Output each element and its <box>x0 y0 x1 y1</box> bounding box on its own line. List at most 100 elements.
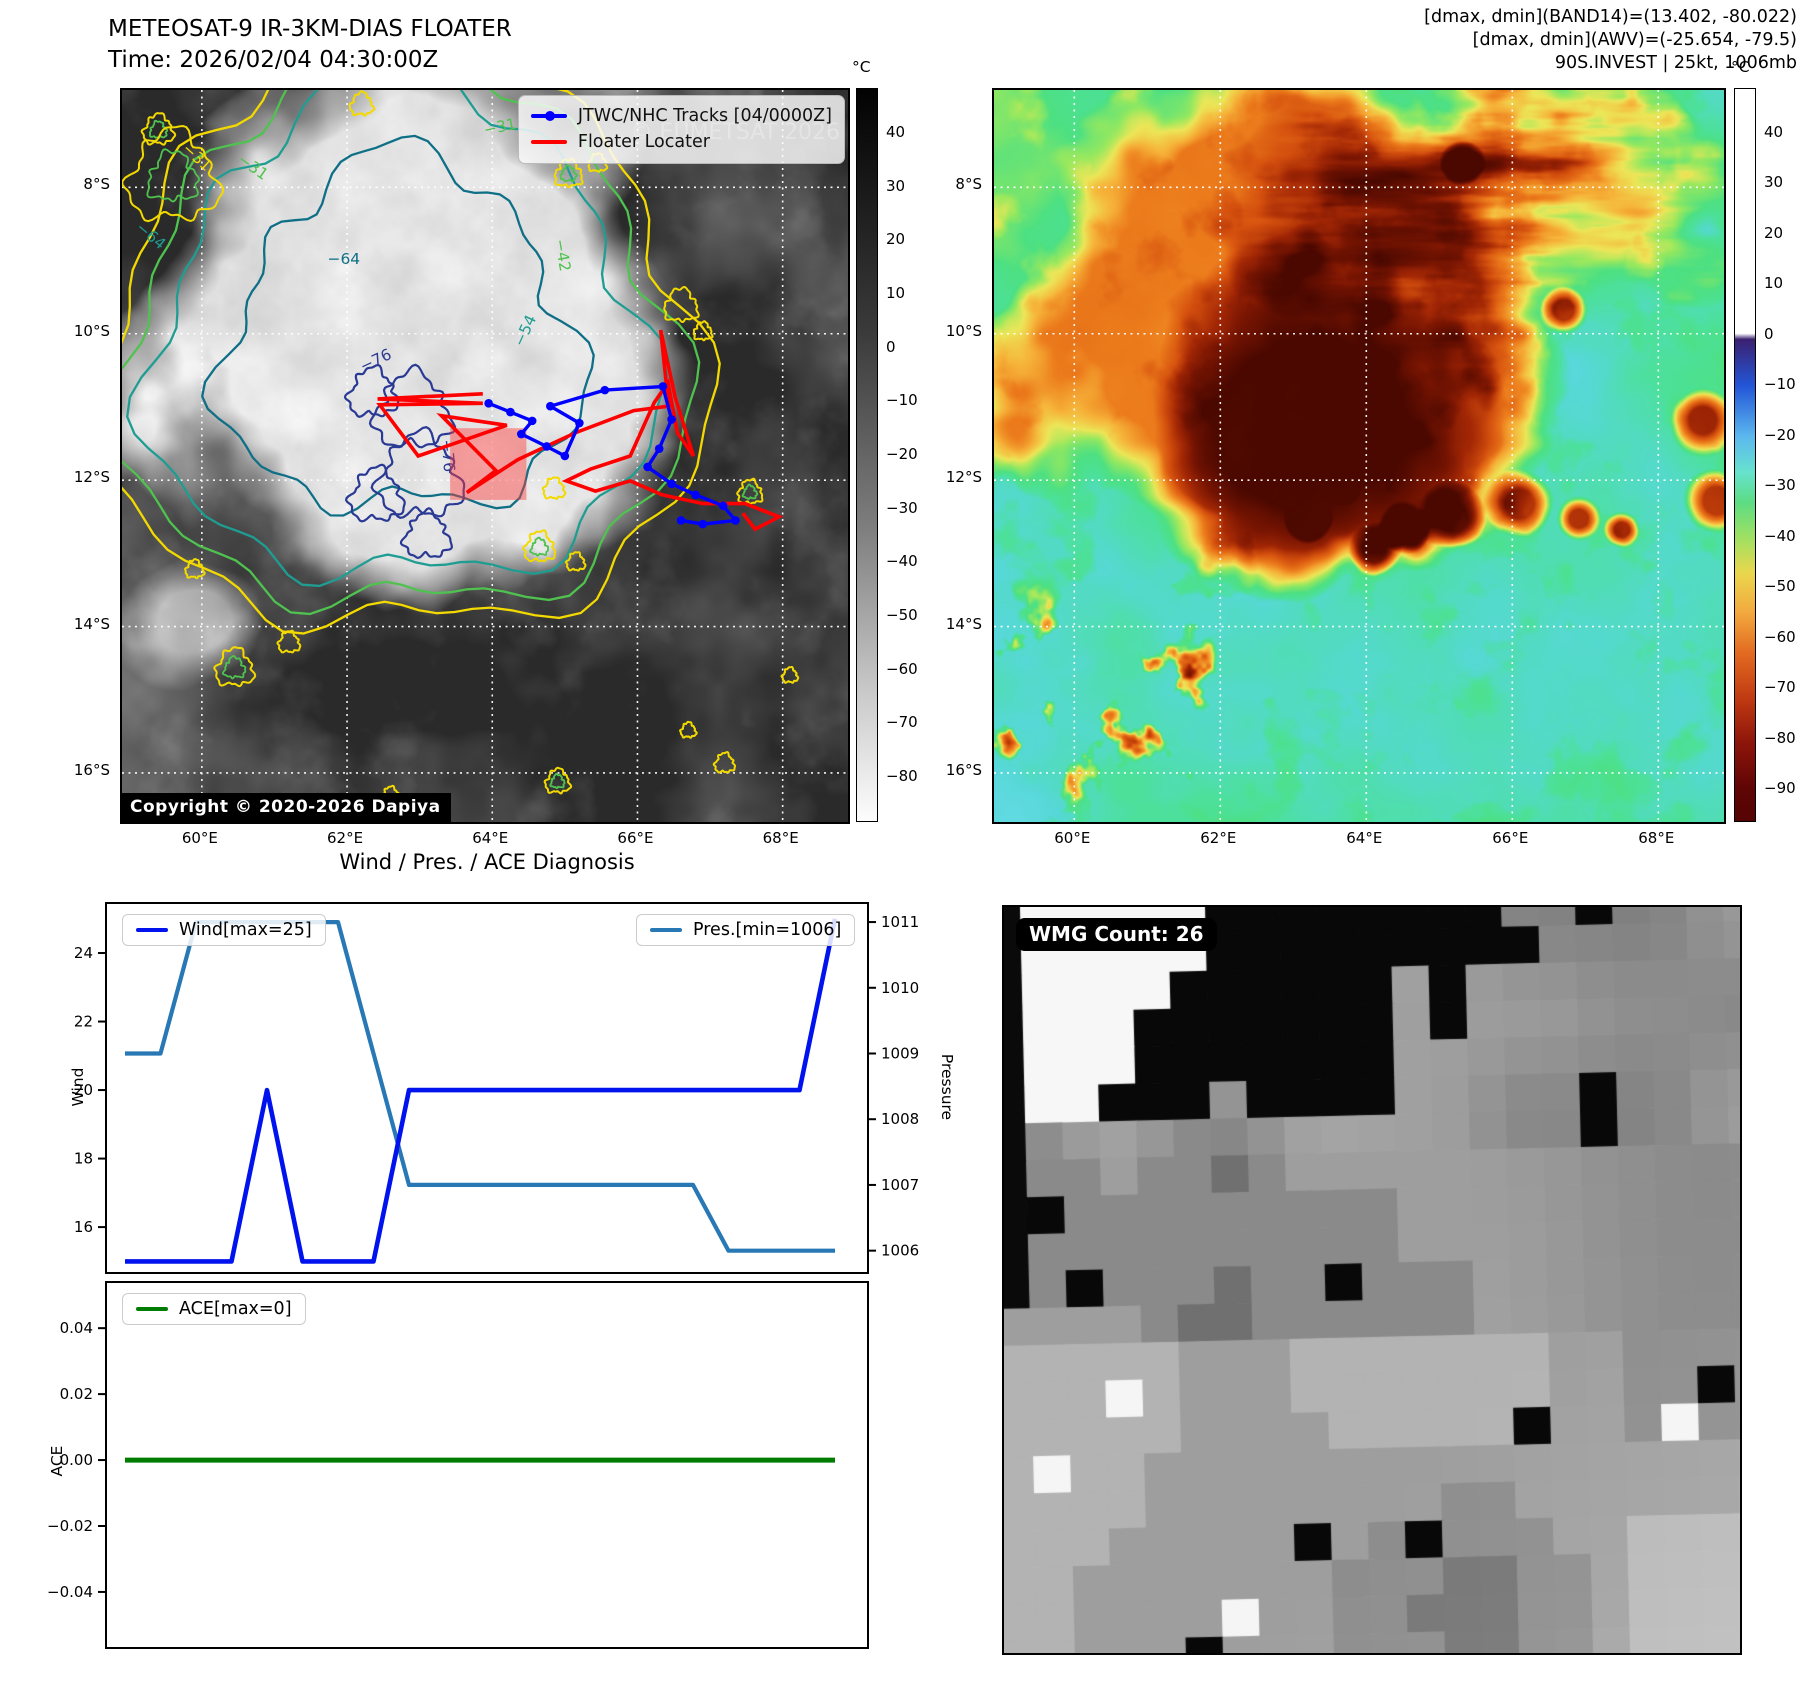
wind-legend: Wind[max=25] <box>122 914 326 946</box>
floater-locater-swatch <box>530 140 567 144</box>
colorbar-tick-label: 40 <box>886 123 906 141</box>
chart-plot-area <box>105 1281 869 1649</box>
ace-tick-label: −0.02 <box>47 1517 93 1535</box>
colorbar-tick-label: 10 <box>1764 274 1784 293</box>
colorbar-tick-label: −40 <box>1764 526 1796 545</box>
legend-row-floater: Floater Locater <box>530 129 832 155</box>
pressure-axis-label: Pressure <box>938 1053 956 1121</box>
colorbar-tick-label: −10 <box>1764 375 1796 394</box>
cold-spot-ring <box>184 558 206 580</box>
wind-tick-label: 20 <box>74 1081 93 1099</box>
cold-spot-ring <box>712 751 737 774</box>
colorbar-tick-label: −50 <box>1764 577 1796 596</box>
colorbar-tick-label: 30 <box>886 176 906 195</box>
cold-spot-ring <box>736 477 764 505</box>
colorbar-unit-right: °C <box>1731 58 1750 76</box>
pressure-swatch <box>650 927 682 933</box>
ace-tick-label: 0.02 <box>60 1385 93 1403</box>
colorbar-tick-label: −60 <box>1764 627 1796 646</box>
cold-spot-ring-inner <box>148 119 169 139</box>
cold-spot-ring <box>140 112 177 146</box>
jtwc-track-point <box>698 519 708 529</box>
y-tick-label: 16°S <box>73 760 110 779</box>
x-tick-label: 68°E <box>1638 829 1675 847</box>
colorbar-tick-label: 0 <box>1764 324 1774 343</box>
jtwc-track-point <box>506 407 515 417</box>
jtwc-track-point <box>643 462 652 472</box>
page-title: METEOSAT-9 IR-3KM-DIAS FLOATER <box>108 16 512 42</box>
contour-label: −31 <box>234 150 271 184</box>
cold-spot-ring <box>276 629 302 654</box>
wmg-panel: WMG Count: 26 <box>1002 905 1742 1655</box>
x-tick-label: 62°E <box>1200 829 1237 847</box>
colorbar-tick-label: −70 <box>886 713 918 732</box>
contour-line <box>122 90 721 635</box>
y-tick-label: 12°S <box>945 468 982 487</box>
cold-spot-ring <box>780 665 800 684</box>
x-tick-label: 60°E <box>1054 829 1091 847</box>
color-colorbar <box>1734 88 1756 822</box>
contour-line-navy <box>370 426 466 519</box>
wind-legend-label: Wind[max=25] <box>179 920 312 940</box>
awv-satellite-image <box>994 90 1724 822</box>
band14-stats: [dmax, dmin](BAND14)=(13.402, -80.022) <box>1424 7 1797 27</box>
wind-axis-label: Wind <box>69 1067 87 1107</box>
colorbar-tick-label: 20 <box>1764 223 1784 242</box>
y-tick-label: 10°S <box>73 321 110 340</box>
colorbar-tick-label: 10 <box>886 284 906 302</box>
contour-line-navy <box>343 363 400 418</box>
ace-legend-label: ACE[max=0] <box>179 1299 292 1319</box>
ace-tick-label: 0.00 <box>60 1451 93 1469</box>
cold-spot-ring <box>348 90 376 117</box>
cold-spot-ring-inner <box>529 536 550 557</box>
jtwc-track-swatch <box>530 111 567 121</box>
cold-spot-ring <box>543 766 573 795</box>
y-tick-label: 8°S <box>955 175 982 194</box>
awv-satellite-map <box>992 88 1726 824</box>
jtwc-track-point <box>560 451 570 461</box>
awv-stats: [dmax, dmin](AWV)=(-25.654, -79.5) <box>1472 30 1797 50</box>
awv-map-overlay <box>994 90 1724 822</box>
header-right: [dmax, dmin](BAND14)=(13.402, -80.022) [… <box>1424 6 1797 75</box>
cold-spot-ring <box>564 551 587 572</box>
y-tick-label: 14°S <box>945 614 982 633</box>
colorbar-tick-label: −70 <box>1764 678 1796 697</box>
jtwc-track-point <box>517 429 526 439</box>
colorbar-tick-label: 30 <box>1764 173 1784 192</box>
wind-line <box>125 918 838 1264</box>
ir-map-overlay: −31−31 −31−42−64−64−76−54−76 <box>122 90 848 822</box>
y-tick-label: 12°S <box>73 468 110 487</box>
contour-label: −54 <box>510 312 540 349</box>
jtwc-track-point <box>600 385 610 395</box>
chart-title: Wind / Pres. / ACE Diagnosis <box>339 850 635 874</box>
ir-satellite-image <box>122 90 848 822</box>
floater-locater-label: Floater Locater <box>577 132 710 152</box>
jtwc-track-label: JTWC/NHC Tracks [04/0000Z] <box>577 106 832 126</box>
contour-line-navy <box>368 363 457 449</box>
cold-spot-ring <box>679 720 698 739</box>
wind-tick-label: 24 <box>74 944 93 962</box>
pressure-tick-label: 1008 <box>881 1110 919 1128</box>
x-tick-label: 64°E <box>1346 829 1383 847</box>
jtwc-track-point <box>484 398 493 408</box>
pressure-tick-label: 1010 <box>881 979 919 997</box>
y-tick-label: 14°S <box>73 614 110 633</box>
pressure-legend: Pres.[min=1006] <box>636 914 856 946</box>
wind-pres-ace-charts: 16 18 20 22 24 1006 1007 1008 1009 1010 1011 0.04 0.… <box>47 902 919 1649</box>
colorbar-unit-left: °C <box>852 58 871 76</box>
contour-label: −42 <box>551 238 574 273</box>
jtwc-track-point <box>658 382 668 391</box>
contour-line-navy <box>344 463 406 523</box>
timestamp: Time: 2026/02/04 04:30:00Z <box>108 47 439 73</box>
contour-label: −31 <box>482 115 518 139</box>
colorbar-tick-label: 0 <box>886 337 896 356</box>
x-tick-label: 62°E <box>327 829 364 847</box>
storm-id: 90S.INVEST | 25kt, 1006mb <box>1554 53 1797 73</box>
cold-spot-ring-inner <box>549 773 566 790</box>
jtwc-track-point <box>654 444 664 453</box>
pressure-tick-label: 1011 <box>881 913 919 931</box>
y-tick-label: 16°S <box>945 760 982 779</box>
wind-swatch <box>136 927 168 933</box>
cold-spot-ring <box>213 646 257 688</box>
jtwc-track-point <box>691 490 700 500</box>
